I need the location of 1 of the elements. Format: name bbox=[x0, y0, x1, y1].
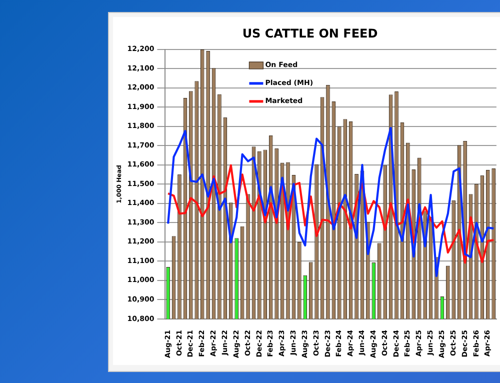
chart-title: US CATTLE ON FEED bbox=[242, 26, 378, 40]
